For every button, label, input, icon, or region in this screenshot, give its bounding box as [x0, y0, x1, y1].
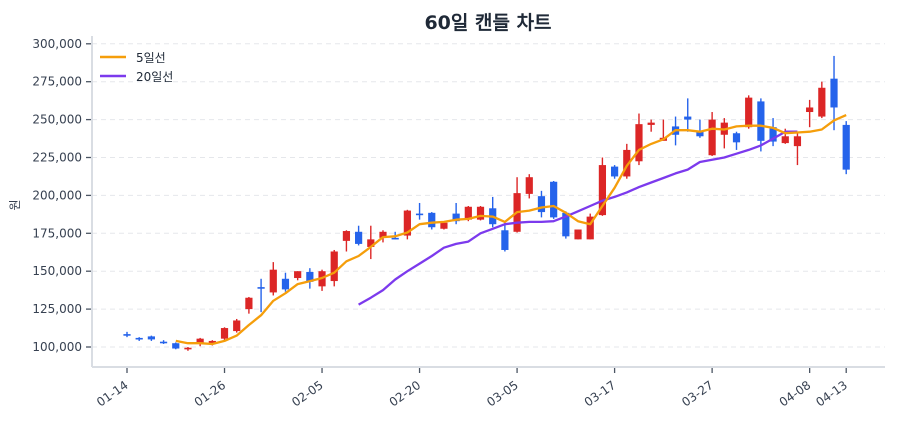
candle-up	[184, 347, 192, 351]
legend-label-ma5: 5일선	[136, 51, 166, 65]
candle-up	[269, 262, 277, 296]
candle-down	[684, 98, 692, 132]
candle-down	[611, 165, 619, 179]
candle-up	[586, 213, 594, 240]
candle-up	[793, 133, 802, 166]
candle-up	[708, 112, 716, 156]
x-tick-label: 03-05	[484, 378, 521, 409]
gridlines	[92, 43, 885, 348]
x-tick-label: 01-14	[94, 378, 131, 409]
candle-up	[525, 174, 533, 199]
candle-up	[220, 327, 229, 341]
candle-up	[330, 249, 338, 287]
x-tick-label: 04-13	[813, 378, 850, 409]
candle-up	[513, 177, 521, 233]
candle-down	[428, 212, 436, 230]
candle-up	[476, 206, 485, 221]
candle-down	[732, 131, 741, 150]
candle-down	[147, 335, 155, 341]
candle-up	[623, 143, 631, 179]
y-tick-label: 125,000	[32, 302, 82, 316]
candle-down	[159, 340, 168, 344]
legend-item-ma5: 5일선	[100, 51, 166, 65]
candle-down	[172, 342, 180, 350]
legend-item-ma20: 20일선	[100, 70, 173, 84]
ma5-line	[175, 114, 847, 346]
candle-up	[745, 95, 753, 129]
x-tick-label: 02-20	[387, 378, 424, 409]
candle-up	[720, 118, 728, 149]
candle-up	[647, 119, 655, 132]
candle-up	[367, 225, 375, 260]
candle-down	[281, 272, 290, 292]
candle-down	[537, 190, 546, 218]
y-axis: 100,000 125,000 150,000 175,000 200,000 225,0…	[32, 36, 93, 367]
y-tick-label: 300,000	[32, 37, 82, 51]
y-tick-label: 200,000	[32, 188, 82, 202]
y-tick-label: 275,000	[32, 75, 82, 89]
candle-down	[489, 196, 497, 228]
x-axis: 01-14 01-26 02-05 02-20 03-05 03-17 03-27 04-08…	[92, 366, 885, 409]
candle-up	[403, 209, 411, 240]
candle-up	[342, 230, 351, 252]
candle-up	[294, 271, 302, 281]
candle-up	[818, 81, 826, 119]
candle-down	[415, 202, 424, 220]
x-tick-label: 01-26	[192, 378, 229, 409]
candle-down	[123, 331, 131, 338]
candle-up	[574, 229, 582, 240]
x-tick-label: 03-17	[582, 378, 619, 409]
ma20-line	[358, 130, 798, 306]
candle-down	[830, 55, 838, 131]
candle-up	[318, 269, 326, 291]
chart-title: 60일 캔들 차트	[424, 12, 551, 34]
candle-down	[135, 337, 143, 341]
candle-up	[806, 99, 814, 128]
y-tick-label: 225,000	[32, 151, 82, 165]
x-tick-label: 03-27	[679, 378, 716, 409]
y-axis-label: 원	[8, 199, 22, 210]
candle-up	[635, 113, 643, 166]
candles	[123, 55, 850, 351]
candle-down	[842, 121, 850, 175]
candle-down	[257, 278, 265, 313]
candle-up	[440, 221, 448, 230]
y-tick-label: 150,000	[32, 264, 82, 278]
y-tick-label: 175,000	[32, 226, 82, 240]
candle-down	[769, 118, 777, 147]
y-tick-label: 100,000	[32, 340, 82, 354]
moving-average-lines	[175, 114, 847, 346]
candle-up	[245, 296, 253, 314]
candle-up	[233, 318, 241, 333]
candle-down	[355, 225, 363, 246]
candle-down	[501, 221, 509, 252]
candle-down	[306, 268, 314, 289]
y-tick-label: 250,000	[32, 113, 82, 127]
candle-down	[696, 119, 704, 138]
legend: 5일선 20일선	[100, 51, 173, 84]
candle-down	[550, 180, 558, 219]
legend-label-ma20: 20일선	[136, 70, 173, 84]
x-tick-label: 02-05	[289, 378, 326, 409]
x-tick-label: 04-08	[777, 378, 814, 409]
